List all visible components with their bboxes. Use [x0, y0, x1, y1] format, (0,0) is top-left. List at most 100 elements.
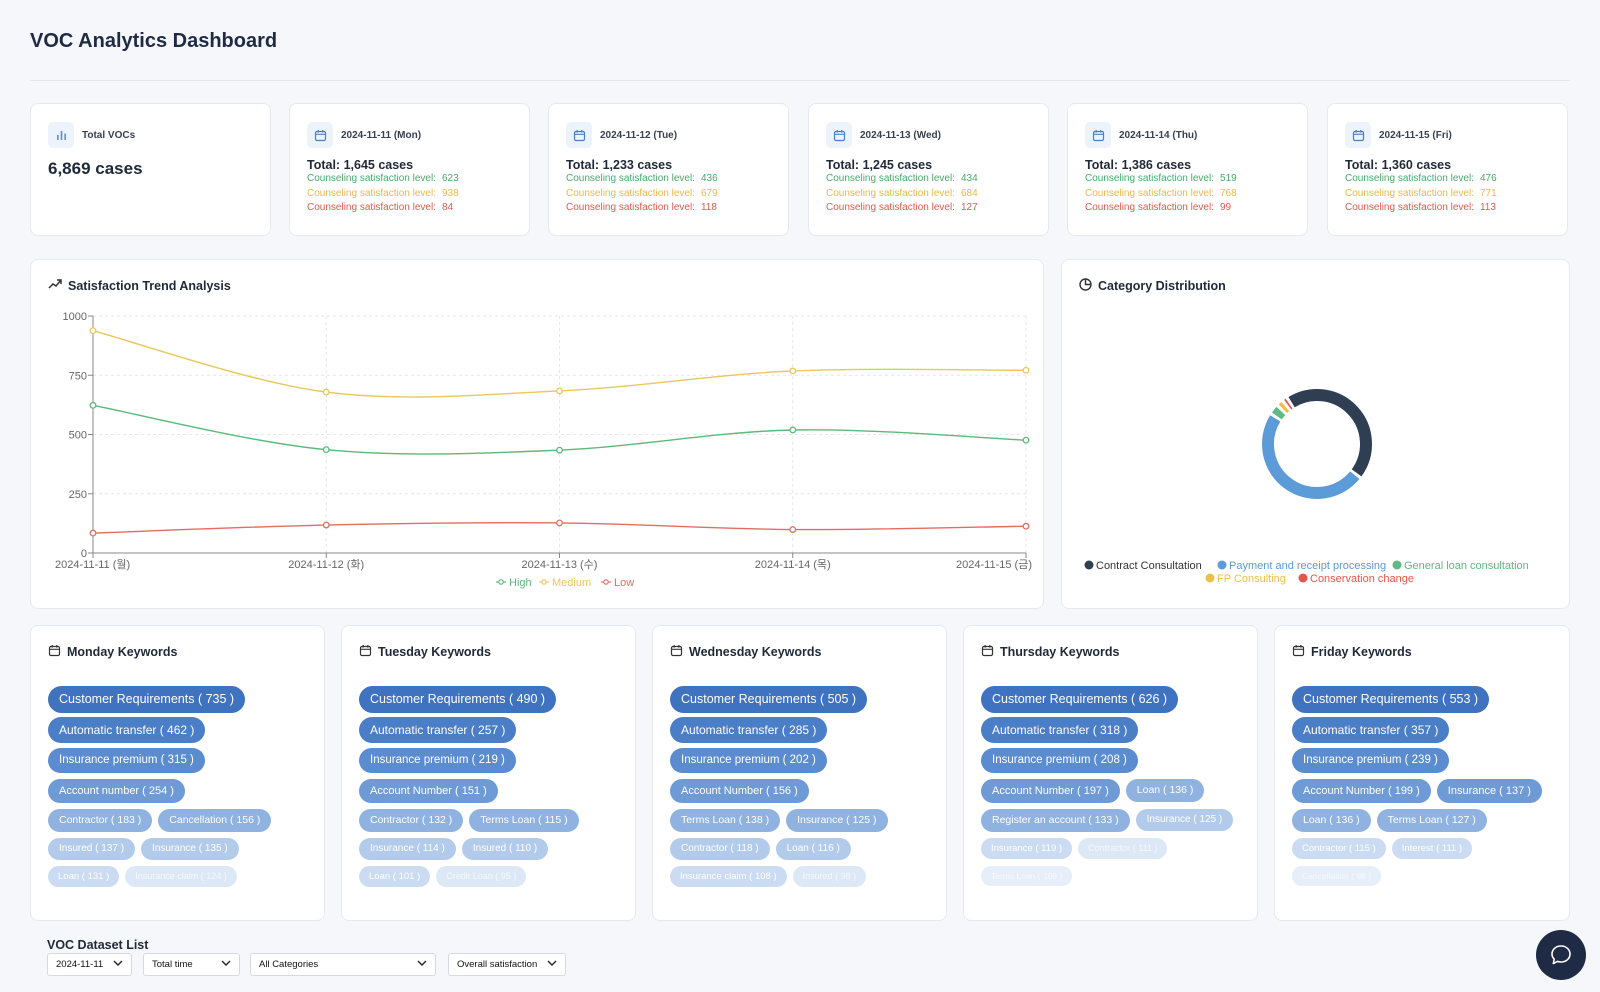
keyword-pill[interactable]: Automatic transfer ( 285 )	[670, 717, 828, 743]
keyword-pill[interactable]: Automatic transfer ( 257 )	[359, 717, 517, 743]
legend-label: General loan consultation	[1404, 560, 1529, 572]
keyword-pill[interactable]: Customer Requirements ( 505 )	[670, 686, 868, 713]
keyword-card: Monday Keywords Customer Requirements ( 7…	[30, 625, 325, 921]
keyword-pill[interactable]: Account Number ( 197 )	[981, 779, 1120, 803]
satisfaction-high-line: Counseling satisfaction level: 436	[566, 172, 771, 187]
legend-item[interactable]: High	[496, 577, 532, 589]
donut-slice[interactable]	[1288, 389, 1372, 477]
category-title: Category Distribution	[1098, 279, 1226, 293]
data-point[interactable]	[789, 526, 797, 533]
legend-item[interactable]: Conservation change	[1298, 573, 1414, 585]
donut-slice[interactable]	[1278, 402, 1290, 414]
keyword-pill[interactable]: Customer Requirements ( 553 )	[1292, 686, 1490, 713]
keyword-pill[interactable]: Interest ( 111 )	[1391, 838, 1473, 859]
keyword-pill[interactable]: Cancellation ( 98 )	[1292, 866, 1381, 886]
chevron-down-icon	[113, 959, 123, 970]
legend-label: High	[509, 577, 532, 589]
keyword-pill[interactable]: Account number ( 254 )	[48, 779, 185, 803]
keyword-pill[interactable]: Insurance claim ( 124 )	[125, 866, 237, 887]
keyword-pill[interactable]: Insurance ( 114 )	[359, 838, 456, 860]
keyword-pill[interactable]: Automatic transfer ( 318 )	[981, 717, 1139, 743]
data-point[interactable]	[1022, 522, 1030, 530]
keyword-pill[interactable]: Insured ( 98 )	[792, 866, 867, 887]
keyword-pill[interactable]: Contractor ( 132 )	[359, 809, 464, 832]
keyword-pill[interactable]: Contractor ( 115 )	[1292, 838, 1386, 859]
keyword-pill[interactable]: Insured ( 137 )	[48, 838, 136, 860]
keyword-pill[interactable]: Insurance ( 125 )	[786, 809, 888, 832]
keyword-pill[interactable]: Terms Loan ( 127 )	[1376, 809, 1487, 832]
keyword-pill[interactable]: Insurance ( 119 )	[981, 838, 1073, 859]
keyword-pill[interactable]: Customer Requirements ( 490 )	[359, 686, 557, 713]
keyword-pill[interactable]: Loan ( 101 )	[359, 866, 431, 887]
satisfaction-low-line: Counseling satisfaction level: 113	[1345, 201, 1550, 216]
legend-label: Payment and receipt processing	[1229, 560, 1386, 572]
data-point[interactable]	[322, 388, 330, 396]
keyword-pill[interactable]: Account Number ( 151 )	[359, 779, 498, 803]
keyword-pill[interactable]: Terms Loan ( 138 )	[670, 809, 781, 832]
data-point[interactable]	[789, 426, 797, 434]
keyword-pill[interactable]: Insurance premium ( 315 )	[48, 748, 205, 773]
legend-item[interactable]: General loan consultation	[1392, 560, 1529, 572]
calendar-icon	[307, 122, 333, 148]
keyword-pill[interactable]: Automatic transfer ( 357 )	[1292, 717, 1450, 743]
data-point[interactable]	[89, 327, 97, 335]
filter-select[interactable]: 2024-11-11	[47, 953, 132, 976]
keyword-pill[interactable]: Insurance premium ( 208 )	[981, 748, 1138, 773]
keyword-pill[interactable]: Account Number ( 199 )	[1292, 779, 1431, 803]
keyword-card-title: Thursday Keywords	[1000, 645, 1120, 659]
legend-item[interactable]: Medium	[539, 577, 591, 589]
day-date: 2024-11-12 (Tue)	[600, 129, 678, 141]
keyword-pill[interactable]: Account Number ( 156 )	[670, 779, 809, 803]
keyword-pill[interactable]: Insurance premium ( 219 )	[359, 748, 516, 773]
donut-slice[interactable]	[1271, 406, 1286, 420]
satisfaction-medium-value: 938	[441, 187, 459, 199]
keyword-pill[interactable]: Automatic transfer ( 462 )	[48, 717, 206, 743]
keyword-pill[interactable]: Loan ( 136 )	[1125, 779, 1205, 802]
data-point[interactable]	[322, 521, 330, 529]
legend-item[interactable]: Contract Consultation	[1084, 560, 1202, 572]
filter-select[interactable]: Overall satisfaction	[448, 953, 566, 976]
keyword-pill[interactable]: Terms Loan ( 115 )	[469, 809, 579, 832]
keyword-pill[interactable]: Customer Requirements ( 735 )	[48, 686, 246, 713]
legend-item[interactable]: Payment and receipt processing	[1217, 560, 1387, 572]
keyword-pill[interactable]: Insurance ( 125 )	[1135, 809, 1234, 831]
keyword-pill[interactable]: Contractor ( 118 )	[670, 838, 770, 860]
keyword-pill[interactable]: Credit Loan ( 95 )	[436, 866, 527, 887]
keyword-pill[interactable]: Insurance claim ( 108 )	[670, 866, 787, 887]
keyword-pill[interactable]: Loan ( 136 )	[1292, 809, 1371, 832]
title-divider	[30, 80, 1570, 81]
data-point[interactable]	[322, 446, 330, 454]
calendar-icon	[826, 122, 852, 148]
keyword-pill[interactable]: Cancellation ( 156 )	[158, 809, 272, 832]
legend-item[interactable]: Low	[601, 577, 634, 589]
data-point[interactable]	[1022, 436, 1030, 444]
keyword-pill[interactable]: Insurance premium ( 239 )	[1292, 748, 1449, 773]
chat-button[interactable]	[1536, 930, 1586, 980]
keyword-pill[interactable]: Contractor ( 183 )	[48, 809, 153, 832]
data-point[interactable]	[89, 401, 97, 409]
keyword-pill[interactable]: Insurance ( 137 )	[1436, 779, 1542, 803]
donut-slice[interactable]	[1262, 415, 1360, 499]
data-point[interactable]	[556, 446, 563, 454]
legend-item[interactable]: FP Consulting	[1205, 573, 1286, 585]
day-total: Total: 1,233 cases	[566, 158, 673, 172]
keyword-pill[interactable]: Customer Requirements ( 626 )	[981, 686, 1179, 713]
keyword-pill[interactable]: Insured ( 110 )	[461, 838, 549, 860]
filter-select[interactable]: Total time	[143, 953, 240, 976]
data-point[interactable]	[556, 387, 563, 395]
keyword-pill[interactable]: Insurance ( 135 )	[141, 838, 239, 860]
data-point[interactable]	[89, 529, 97, 537]
data-point[interactable]	[1022, 366, 1030, 374]
data-point[interactable]	[556, 519, 563, 527]
keyword-pill[interactable]: Insurance premium ( 202 )	[670, 748, 827, 773]
keyword-pill[interactable]: Loan ( 116 )	[775, 838, 851, 860]
keyword-pill[interactable]: Register an account ( 133 )	[981, 809, 1130, 832]
keyword-pill[interactable]: Loan ( 131 )	[48, 866, 120, 887]
keyword-pill[interactable]: Terms Loan ( 108 )	[981, 866, 1073, 886]
data-point[interactable]	[789, 367, 797, 375]
filter-value: Overall satisfaction	[457, 959, 538, 970]
filter-select[interactable]: All Categories	[250, 953, 436, 976]
keyword-pill[interactable]: Contractor ( 111 )	[1078, 838, 1168, 859]
satisfaction-label: Counseling satisfaction level:	[307, 173, 436, 184]
donut-slice[interactable]	[1284, 398, 1293, 410]
